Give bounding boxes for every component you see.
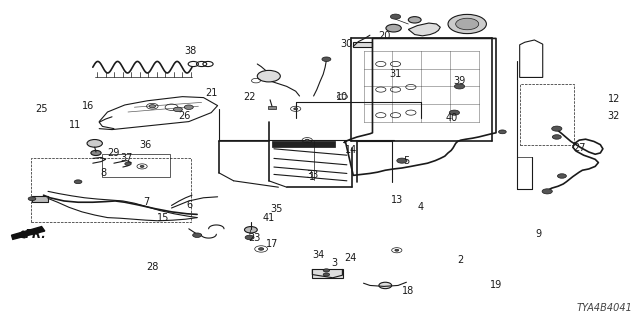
- Circle shape: [454, 84, 465, 89]
- Circle shape: [257, 70, 280, 82]
- Text: TYA4B4041: TYA4B4041: [577, 303, 632, 313]
- Bar: [353, 42, 372, 47]
- Text: 26: 26: [178, 111, 191, 121]
- Circle shape: [552, 135, 561, 139]
- Text: 9: 9: [536, 229, 542, 239]
- Circle shape: [322, 57, 331, 61]
- Circle shape: [408, 17, 421, 23]
- Text: 12: 12: [608, 93, 621, 104]
- Circle shape: [294, 108, 298, 110]
- Text: 7: 7: [143, 197, 149, 207]
- Text: 38: 38: [184, 45, 197, 56]
- Text: 15: 15: [157, 213, 170, 223]
- Circle shape: [244, 227, 257, 233]
- Text: 13: 13: [390, 195, 403, 205]
- Text: 4: 4: [418, 202, 424, 212]
- Text: 10: 10: [336, 92, 349, 102]
- Text: 5: 5: [403, 156, 410, 166]
- Polygon shape: [408, 23, 440, 36]
- Circle shape: [245, 235, 254, 240]
- Circle shape: [74, 180, 82, 184]
- Text: 37: 37: [120, 153, 133, 164]
- Circle shape: [91, 150, 101, 156]
- Circle shape: [449, 110, 460, 115]
- Circle shape: [140, 165, 144, 167]
- Bar: [31, 158, 191, 222]
- Circle shape: [542, 189, 552, 194]
- Circle shape: [125, 162, 131, 165]
- Text: 27: 27: [573, 143, 586, 153]
- Bar: [102, 154, 170, 177]
- Circle shape: [28, 197, 36, 201]
- Circle shape: [323, 269, 330, 272]
- Circle shape: [390, 14, 401, 19]
- Text: 39: 39: [453, 76, 466, 86]
- Bar: [268, 106, 276, 109]
- Text: 20: 20: [378, 31, 390, 41]
- Circle shape: [259, 248, 264, 250]
- Text: 28: 28: [146, 262, 159, 272]
- Circle shape: [379, 282, 392, 289]
- Bar: [520, 84, 574, 145]
- Circle shape: [173, 107, 182, 112]
- Text: 23: 23: [248, 233, 261, 244]
- Text: 17: 17: [266, 239, 278, 249]
- Circle shape: [149, 105, 156, 108]
- Text: 19: 19: [490, 280, 502, 291]
- Text: 11: 11: [69, 120, 82, 131]
- Bar: [517, 157, 532, 189]
- Circle shape: [552, 126, 562, 131]
- Text: 24: 24: [344, 252, 357, 263]
- Text: 40: 40: [445, 113, 458, 123]
- Circle shape: [448, 14, 486, 34]
- Text: 6: 6: [186, 200, 193, 211]
- Text: 3: 3: [331, 258, 337, 268]
- Circle shape: [193, 233, 202, 237]
- Circle shape: [305, 139, 309, 141]
- Text: 29: 29: [108, 148, 120, 158]
- Circle shape: [184, 105, 193, 109]
- Text: 16: 16: [82, 101, 95, 111]
- Circle shape: [456, 18, 479, 30]
- Circle shape: [386, 24, 401, 32]
- Bar: [32, 196, 48, 202]
- Circle shape: [87, 140, 102, 147]
- Text: FR.: FR.: [24, 228, 46, 241]
- Circle shape: [499, 130, 506, 134]
- Text: 8: 8: [100, 168, 107, 178]
- Text: 41: 41: [262, 213, 275, 223]
- Circle shape: [395, 249, 399, 251]
- Text: 32: 32: [607, 111, 620, 121]
- Circle shape: [323, 273, 330, 276]
- Circle shape: [557, 174, 566, 178]
- Text: 18: 18: [402, 285, 415, 296]
- Text: 34: 34: [312, 250, 325, 260]
- Text: 14: 14: [344, 145, 357, 156]
- Text: 22: 22: [243, 92, 256, 102]
- Text: 36: 36: [140, 140, 152, 150]
- Text: 25: 25: [35, 104, 48, 114]
- Polygon shape: [12, 227, 45, 239]
- Text: 30: 30: [340, 39, 353, 49]
- Text: 1: 1: [309, 172, 316, 182]
- Text: 31: 31: [389, 69, 402, 79]
- Text: 21: 21: [205, 88, 218, 98]
- Text: 35: 35: [270, 204, 283, 214]
- Text: 2: 2: [458, 255, 464, 265]
- Bar: [312, 269, 343, 278]
- Circle shape: [397, 158, 407, 163]
- Text: 33: 33: [306, 170, 319, 180]
- Bar: [272, 141, 335, 147]
